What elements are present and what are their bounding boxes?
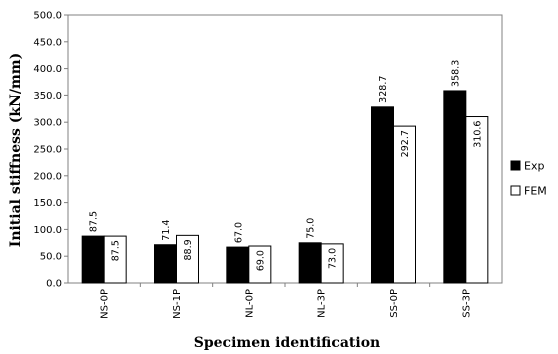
x-tick-label: NS-1P xyxy=(172,289,183,319)
legend-label-fem: FEM xyxy=(524,185,547,198)
bar-fem-ns-1p xyxy=(176,234,199,284)
x-tick-label: SS-0P xyxy=(389,289,400,318)
legend-swatch-fem xyxy=(510,185,521,196)
y-axis-title: Initial stiffness (kN/mm) xyxy=(8,53,24,247)
y-tick-label: 500.0 xyxy=(33,11,62,22)
x-tick-label: NL-3P xyxy=(317,289,328,318)
bar-exp-ss-0p xyxy=(371,106,394,284)
y-tick-label: 200.0 xyxy=(33,171,62,182)
bar-exp-ns-0p xyxy=(81,235,105,284)
data-labels: 87.5 87.5 71.4 88.9 67.0 69.0 75.0 73.0 328.7 292… xyxy=(89,60,484,271)
plot-frame xyxy=(67,14,503,284)
x-tick-label: NL-0P xyxy=(244,289,255,318)
chart-legend: Exp FEM xyxy=(510,160,547,198)
data-label-fem: 292.7 xyxy=(400,130,411,157)
x-tick-label: NS-0P xyxy=(100,289,111,319)
bar-exp-ss-3p xyxy=(443,90,467,284)
x-axis-title: Specimen identification xyxy=(194,335,380,351)
y-tick-label: 350.0 xyxy=(33,91,62,102)
data-label-fem: 87.5 xyxy=(111,240,122,261)
data-label-exp: 71.4 xyxy=(161,220,172,241)
data-label-exp: 358.3 xyxy=(450,60,461,87)
data-label-exp: 87.5 xyxy=(89,211,100,232)
y-tick-label: 150.0 xyxy=(33,198,62,209)
x-tick-label: SS-3P xyxy=(461,289,472,318)
bar-fem-ss-0p xyxy=(393,125,416,284)
bar-fem-nl-3p xyxy=(320,243,344,284)
data-label-fem: 310.6 xyxy=(472,121,483,148)
bar-exp-ns-1p xyxy=(154,244,177,284)
legend-swatch-exp xyxy=(510,160,521,171)
y-tick-label: 100.0 xyxy=(33,225,62,236)
bar-fem-ns-0p xyxy=(103,235,127,284)
data-label-exp: 67.0 xyxy=(233,222,244,243)
y-tick-label: 250.0 xyxy=(33,145,62,156)
bar-exp-nl-0p xyxy=(226,246,250,284)
data-label-exp: 328.7 xyxy=(378,76,389,103)
data-label-fem: 88.9 xyxy=(183,239,194,260)
bar-fem-ss-3p xyxy=(465,116,489,284)
y-tick-labels: 0.0 50.0 100.0 150.0 200.0 250.0 300.0 350.0 400… xyxy=(33,11,62,290)
bar-fem-nl-0p xyxy=(248,245,272,284)
data-label-fem: 73.0 xyxy=(328,248,339,269)
x-tick-labels: NS-0P NS-1P NL-0P NL-3P SS-0P SS-3P xyxy=(100,289,473,319)
legend-label-exp: Exp xyxy=(524,160,544,173)
data-label-fem: 69.0 xyxy=(255,250,266,271)
bar-series xyxy=(81,90,489,284)
data-label-exp: 75.0 xyxy=(306,218,317,239)
chart-axes xyxy=(64,14,503,287)
y-tick-label: 450.0 xyxy=(33,37,62,48)
y-tick-label: 300.0 xyxy=(33,118,62,129)
y-tick-label: 400.0 xyxy=(33,64,62,75)
y-tick-label: 0.0 xyxy=(46,279,62,290)
y-tick-label: 50.0 xyxy=(40,252,62,263)
bar-exp-nl-3p xyxy=(298,242,322,284)
